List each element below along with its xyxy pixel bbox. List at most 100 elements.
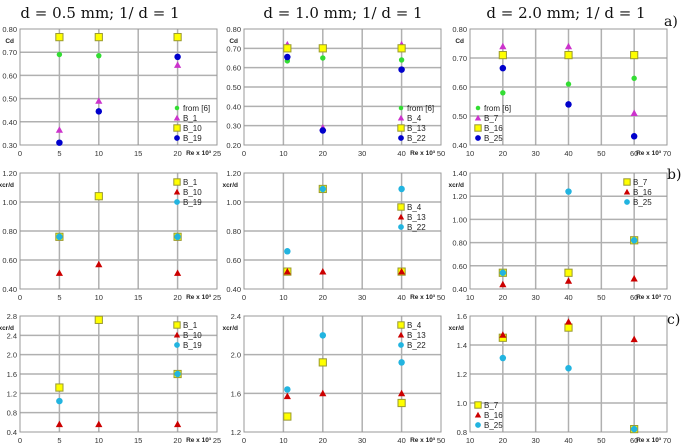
legend-marker (623, 188, 631, 195)
data-point-B_4 (397, 398, 406, 408)
x-tick-label: 30 (531, 436, 539, 445)
y-tick-label: 1.20 (2, 169, 17, 178)
data-point-B_4 (318, 358, 327, 367)
chart-1-2: 10 20 30 40 50 60 70 0.40 0.60 0.80 1.00 1.20 1.40 xc… (448, 169, 671, 302)
legend-label: B_25 (484, 421, 503, 430)
column-title-1-0mm: d = 1.0 mm; 1/ d = 1 (263, 4, 423, 22)
legend-marker (475, 422, 481, 428)
data-point-B_19 (56, 139, 63, 146)
y-tick-label: 0.80 (2, 227, 17, 236)
x-axis-label: Re x 10³ (186, 437, 212, 444)
legend-label: B_10 (183, 188, 202, 197)
plot-frame (469, 315, 668, 433)
y-axis-label: xcr/d (222, 325, 238, 332)
x-tick-label: 25 (213, 436, 221, 445)
legend-marker (397, 213, 405, 220)
data-point-B_7 (630, 109, 638, 116)
y-tick-label: 0.30 (2, 141, 17, 150)
x-tick-label: 10 (95, 149, 103, 158)
x-tick-label: 20 (499, 293, 507, 302)
data-point-B_10 (55, 420, 63, 428)
x-tick-label: 10 (279, 293, 287, 302)
x-tick-label: 0 (18, 293, 22, 302)
x-tick-label: 30 (358, 293, 366, 302)
y-tick-label: 0.8 (457, 428, 467, 437)
x-tick-label: 10 (466, 436, 474, 445)
legend-label: B_16 (484, 411, 503, 420)
x-tick-label: 50 (597, 149, 605, 158)
data-point-B_19 (95, 108, 103, 115)
legend: from [6]B_7B_16B_25 (474, 104, 511, 143)
legend-marker (397, 124, 405, 132)
legend-marker (173, 321, 181, 329)
y-tick-label: 2.4 (231, 312, 241, 321)
legend-label: B_22 (407, 134, 426, 143)
x-tick-label: 40 (564, 436, 572, 445)
chart-0-0: 0 5 10 15 20 25 0.30 0.40 0.50 0.60 0.70 0.80 Cd Re x… (2, 25, 221, 158)
data-point-B_22 (319, 127, 327, 134)
x-tick-label: 0 (18, 436, 22, 445)
y-tick-label: 0.20 (226, 141, 241, 150)
x-tick-label: 15 (134, 149, 142, 158)
data-point-B_7 (564, 268, 573, 277)
x-tick-label: 10 (466, 293, 474, 302)
column-title-2-0mm: d = 2.0 mm; 1/ d = 1 (486, 4, 646, 22)
y-tick-label: 0.70 (2, 48, 17, 57)
data-point-B_10 (55, 33, 64, 42)
legend: B_4B_13B_22 (397, 321, 426, 350)
data-point-B_7 (564, 323, 573, 332)
y-tick-label: 0.80 (2, 25, 17, 34)
legend: B_7B_16B_25 (623, 178, 652, 207)
y-tick-label: 1.00 (2, 198, 17, 207)
x-axis-label: Re x 10³ (636, 150, 662, 157)
y-tick-label: 1.2 (457, 370, 467, 379)
data-point-B_22 (398, 359, 405, 366)
data-point-B_19 (174, 370, 181, 378)
legend-label: B_19 (183, 134, 202, 143)
data-point-B_22 (319, 185, 327, 193)
row-label-b: b) (667, 167, 682, 183)
data-point-B_22 (398, 66, 405, 73)
x-tick-label: 25 (213, 293, 221, 302)
y-axis-label: xcr/d (448, 325, 464, 332)
x-tick-label: 10 (95, 293, 103, 302)
legend-label: B_19 (183, 198, 202, 207)
data-point-B_10 (95, 260, 103, 268)
x-tick-label: 50 (597, 436, 605, 445)
data-point-B_13 (398, 389, 406, 397)
x-tick-label: 60 (630, 293, 638, 302)
y-tick-label: 1.00 (452, 215, 467, 224)
data-point-from [6] (631, 75, 637, 82)
legend-marker (397, 331, 405, 338)
data-point-B_1 (94, 315, 103, 324)
legend-label: B_13 (407, 124, 426, 133)
legend-marker (174, 135, 180, 141)
y-tick-label: 1.00 (226, 198, 241, 207)
data-point-B_1 (55, 383, 64, 392)
x-axis-label: Re x 10³ (186, 294, 212, 301)
data-point-from [6] (96, 52, 102, 59)
y-tick-label: 1.40 (452, 169, 467, 178)
legend-marker (397, 203, 405, 211)
legend-label: B_19 (183, 341, 202, 350)
x-tick-label: 30 (531, 149, 539, 158)
legend-label: B_1 (183, 178, 198, 187)
y-tick-label: 0.70 (452, 54, 467, 63)
chart-1-0: 0 5 10 15 20 25 0.40 0.60 0.80 1.00 1.20 xcr/d Re x … (0, 169, 221, 302)
legend-marker (398, 105, 404, 111)
data-point-B_13 (318, 44, 327, 53)
legend: B_1B_10B_19 (173, 178, 202, 207)
legend-marker (173, 114, 181, 121)
x-tick-label: 50 (437, 293, 445, 302)
legend-label: from [6] (183, 104, 210, 113)
data-point-B_10 (174, 269, 182, 276)
y-tick-label: 0.60 (2, 256, 17, 265)
data-point-B_1 (94, 192, 103, 201)
y-tick-label: 0.40 (2, 285, 17, 294)
x-tick-label: 10 (279, 436, 287, 445)
legend: from [6]B_4B_13B_22 (397, 104, 434, 143)
x-axis-label: Re x 10³ (186, 150, 212, 157)
legend-marker (624, 199, 630, 205)
y-tick-label: 0.60 (452, 262, 467, 271)
legend-label: B_16 (633, 188, 652, 197)
